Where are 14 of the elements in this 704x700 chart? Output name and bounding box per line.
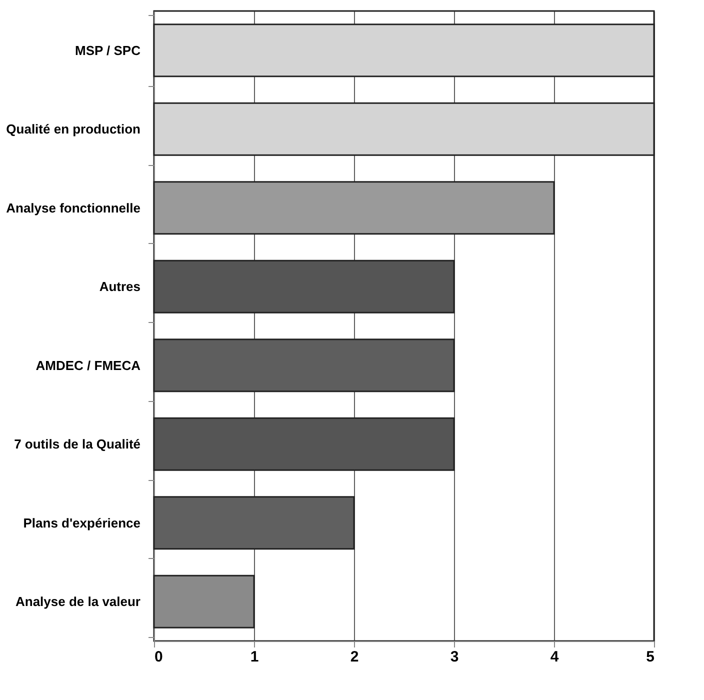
y-tick-label: 7 outils de la Qualité xyxy=(14,436,140,452)
x-tick-label: 5 xyxy=(646,648,654,666)
y-tick-label: Autres xyxy=(99,279,140,294)
y-tick-label: Analyse de la valeur xyxy=(15,594,140,610)
y-tick-label: AMDEC / FMECA xyxy=(36,358,142,373)
y-tick-label: Plans d'expérience xyxy=(23,515,140,530)
x-tick-label: 0 xyxy=(154,648,163,666)
x-tick-label: 3 xyxy=(450,648,459,666)
x-tick-label: 4 xyxy=(550,648,560,666)
y-tick-label: Qualité en production xyxy=(6,122,141,137)
y-tick-label: MSP / SPC xyxy=(74,42,142,58)
x-tick-label: 1 xyxy=(250,648,259,666)
x-tick-label: 2 xyxy=(350,648,359,666)
y-tick-label: Analyse fonctionnelle xyxy=(6,200,140,216)
